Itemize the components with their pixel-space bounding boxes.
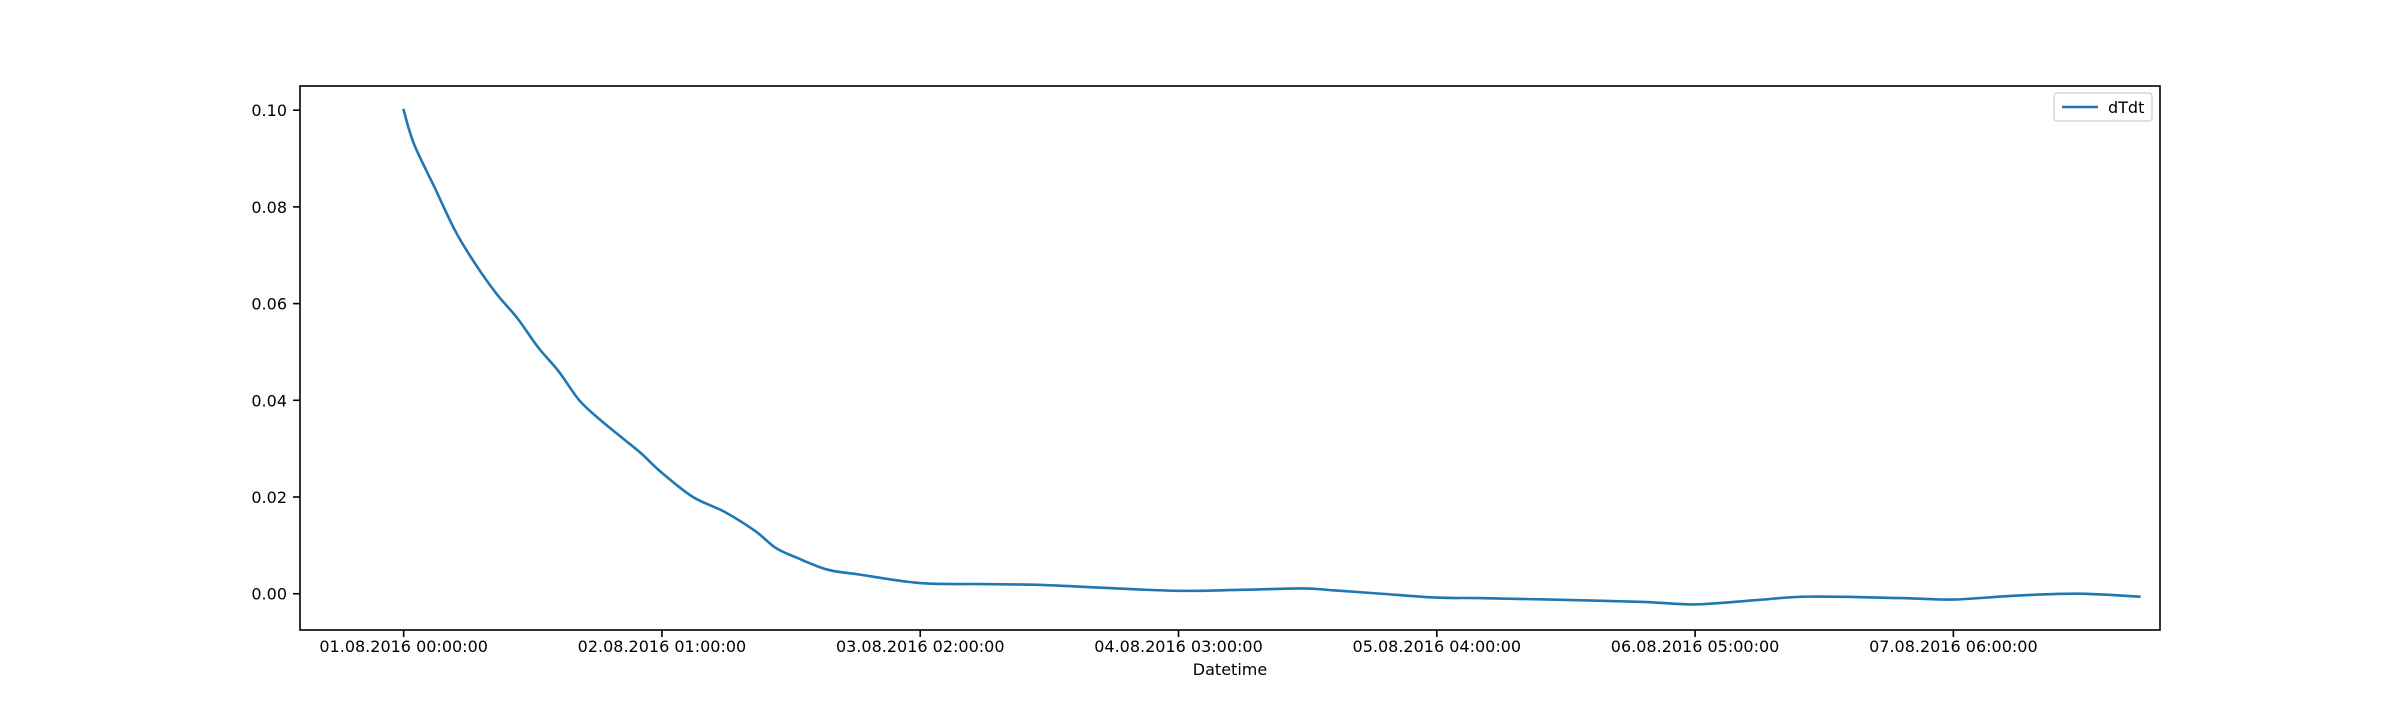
- x-axis: 01.08.2016 00:00:00 02.08.2016 01:00:00 03…: [319, 630, 2038, 656]
- x-tick-label: 05.08.2016 04:00:00: [1353, 637, 1522, 656]
- x-tick-label: 07.08.2016 06:00:00: [1869, 637, 2038, 656]
- x-tick-label: 01.08.2016 00:00:00: [319, 637, 488, 656]
- x-axis-label: Datetime: [1193, 660, 1267, 679]
- x-tick-label: 04.08.2016 03:00:00: [1094, 637, 1263, 656]
- x-tick-label: 06.08.2016 05:00:00: [1611, 637, 1780, 656]
- legend-label: dTdt: [2108, 98, 2144, 117]
- legend: dTdt: [2053, 92, 2153, 122]
- x-tick-label: 03.08.2016 02:00:00: [836, 637, 1005, 656]
- y-tick-label: 0.04: [251, 391, 287, 410]
- plot-frame: [299, 85, 2161, 631]
- y-axis: 0.10 0.08 0.06 0.04 0.02 0.00: [251, 101, 300, 604]
- series-line-dTdt: [402, 108, 2141, 606]
- legend-box: [2053, 92, 2153, 122]
- y-tick-label: 0.02: [251, 488, 287, 507]
- y-tick-label: 0.06: [251, 295, 287, 314]
- y-tick-label: 0.08: [251, 198, 287, 217]
- y-tick-label: 0.00: [251, 585, 287, 604]
- plot-area: [300, 86, 2160, 630]
- y-tick-label: 0.10: [251, 101, 287, 120]
- x-tick-label: 02.08.2016 01:00:00: [578, 637, 747, 656]
